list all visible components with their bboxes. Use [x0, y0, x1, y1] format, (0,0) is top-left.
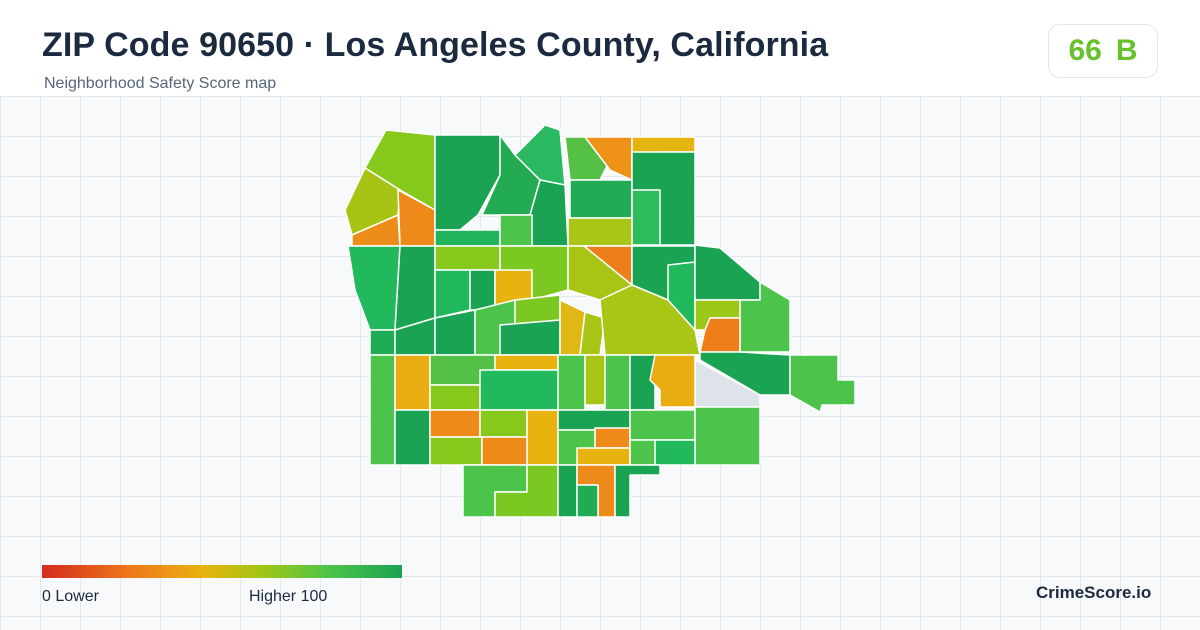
map-area[interactable] — [347, 245, 401, 331]
map-area[interactable] — [629, 439, 656, 466]
map-area[interactable] — [654, 439, 696, 466]
map-area[interactable] — [567, 217, 633, 247]
map-area[interactable] — [429, 409, 481, 438]
map-area[interactable] — [557, 354, 586, 411]
map-area[interactable] — [694, 406, 761, 466]
legend-min-label: 0 Lower — [42, 588, 99, 605]
map-area[interactable] — [469, 269, 496, 311]
header: ZIP Code 90650 · Los Angeles County, Cal… — [0, 0, 1200, 97]
map-area[interactable] — [434, 245, 501, 271]
map-area[interactable] — [569, 179, 633, 219]
map-area[interactable] — [576, 447, 631, 466]
map-area[interactable] — [789, 354, 856, 413]
map-area[interactable] — [614, 464, 661, 518]
map-area[interactable] — [479, 409, 528, 438]
map-area[interactable] — [394, 245, 436, 331]
map-area[interactable] — [629, 409, 696, 441]
map-area[interactable] — [526, 409, 559, 466]
page-title: ZIP Code 90650 · Los Angeles County, Cal… — [42, 26, 829, 64]
map-area[interactable] — [514, 124, 566, 186]
map-area[interactable] — [557, 464, 578, 518]
map-area[interactable] — [434, 309, 476, 356]
map-area[interactable] — [394, 409, 431, 466]
map-area[interactable] — [631, 189, 661, 246]
score-value: 66 — [1068, 34, 1102, 67]
map-area[interactable] — [494, 354, 559, 371]
map-area[interactable] — [369, 354, 396, 466]
map-area[interactable] — [434, 229, 501, 247]
map-area[interactable] — [429, 436, 483, 466]
page-subtitle: Neighborhood Safety Score map — [44, 75, 277, 92]
map-area[interactable] — [479, 369, 559, 411]
map-area[interactable] — [584, 354, 606, 406]
map-area[interactable] — [369, 329, 396, 356]
map-area[interactable] — [481, 436, 528, 466]
map-area[interactable] — [557, 409, 631, 431]
map-area[interactable] — [629, 354, 656, 411]
score-badge: 66 B — [1048, 24, 1158, 78]
brand-logo[interactable]: CrimeScore.io — [1036, 583, 1152, 602]
legend-gradient-bar — [42, 565, 402, 578]
map-area[interactable] — [576, 484, 599, 518]
legend-max-label: Higher 100 — [249, 588, 328, 605]
map-area[interactable] — [434, 269, 471, 319]
map-area[interactable] — [429, 384, 481, 411]
map-area[interactable] — [499, 214, 533, 247]
score-grade: B — [1115, 34, 1138, 67]
map-area[interactable] — [694, 244, 761, 301]
map-area[interactable] — [594, 427, 631, 449]
map-area[interactable] — [499, 319, 561, 356]
map-area[interactable] — [394, 354, 431, 411]
map-area[interactable] — [564, 136, 611, 181]
map-area[interactable] — [604, 354, 631, 411]
map-area[interactable] — [649, 354, 696, 408]
